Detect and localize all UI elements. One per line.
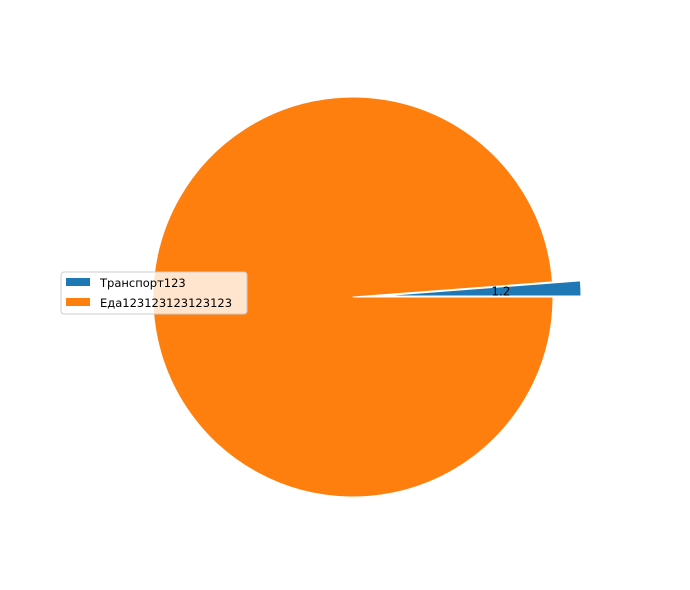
pie-data-labels: 1.2 [491, 284, 510, 298]
pie-data-label-transport: 1.2 [491, 284, 510, 298]
pie-slice-transport [380, 280, 582, 297]
legend-label-transport: Транспорт123 [99, 276, 186, 290]
chart-legend: Транспорт123 Еда123123123123123 [60, 271, 248, 315]
legend-frame [60, 271, 248, 315]
legend-swatch-transport [66, 278, 90, 286]
legend-swatch-food [66, 298, 90, 306]
legend-label-food: Еда123123123123123 [100, 296, 232, 310]
